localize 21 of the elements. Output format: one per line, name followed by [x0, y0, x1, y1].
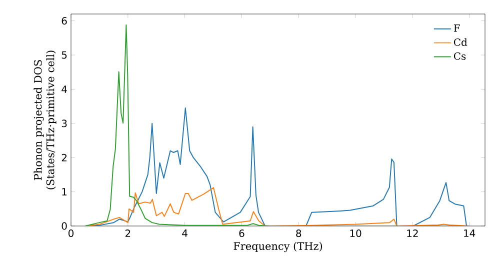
x-tick-label: 2: [125, 230, 130, 237]
x-tick-label: 4: [182, 230, 188, 237]
y-tick-label: 0: [62, 222, 67, 230]
x-tick-label: 14: [464, 230, 476, 237]
y-tick-label: 5: [62, 51, 67, 59]
x-tick-label: 12: [407, 230, 418, 237]
y-tick-label: 4: [62, 86, 67, 93]
y-tick-label: 1: [62, 188, 67, 196]
y-tick-label: 2: [62, 154, 66, 162]
x-tick-label: 8: [296, 230, 302, 238]
y-tick-label: 6: [62, 17, 67, 25]
x-tick-label: 6: [239, 230, 244, 238]
y-axis-title: Phonon projected DOS (States/THz·primitive cell): [34, 50, 56, 190]
x-tick-label: 0: [68, 230, 74, 238]
line-series: [84, 24, 470, 226]
legend-label: Cd: [454, 38, 468, 46]
legend-label: F: [454, 24, 460, 32]
x-axis-title: Frequency (THz): [234, 242, 322, 252]
x-tick-label: 10: [350, 230, 362, 238]
legend-label: Cs: [454, 52, 466, 60]
y-tick-label: 3: [62, 120, 67, 128]
